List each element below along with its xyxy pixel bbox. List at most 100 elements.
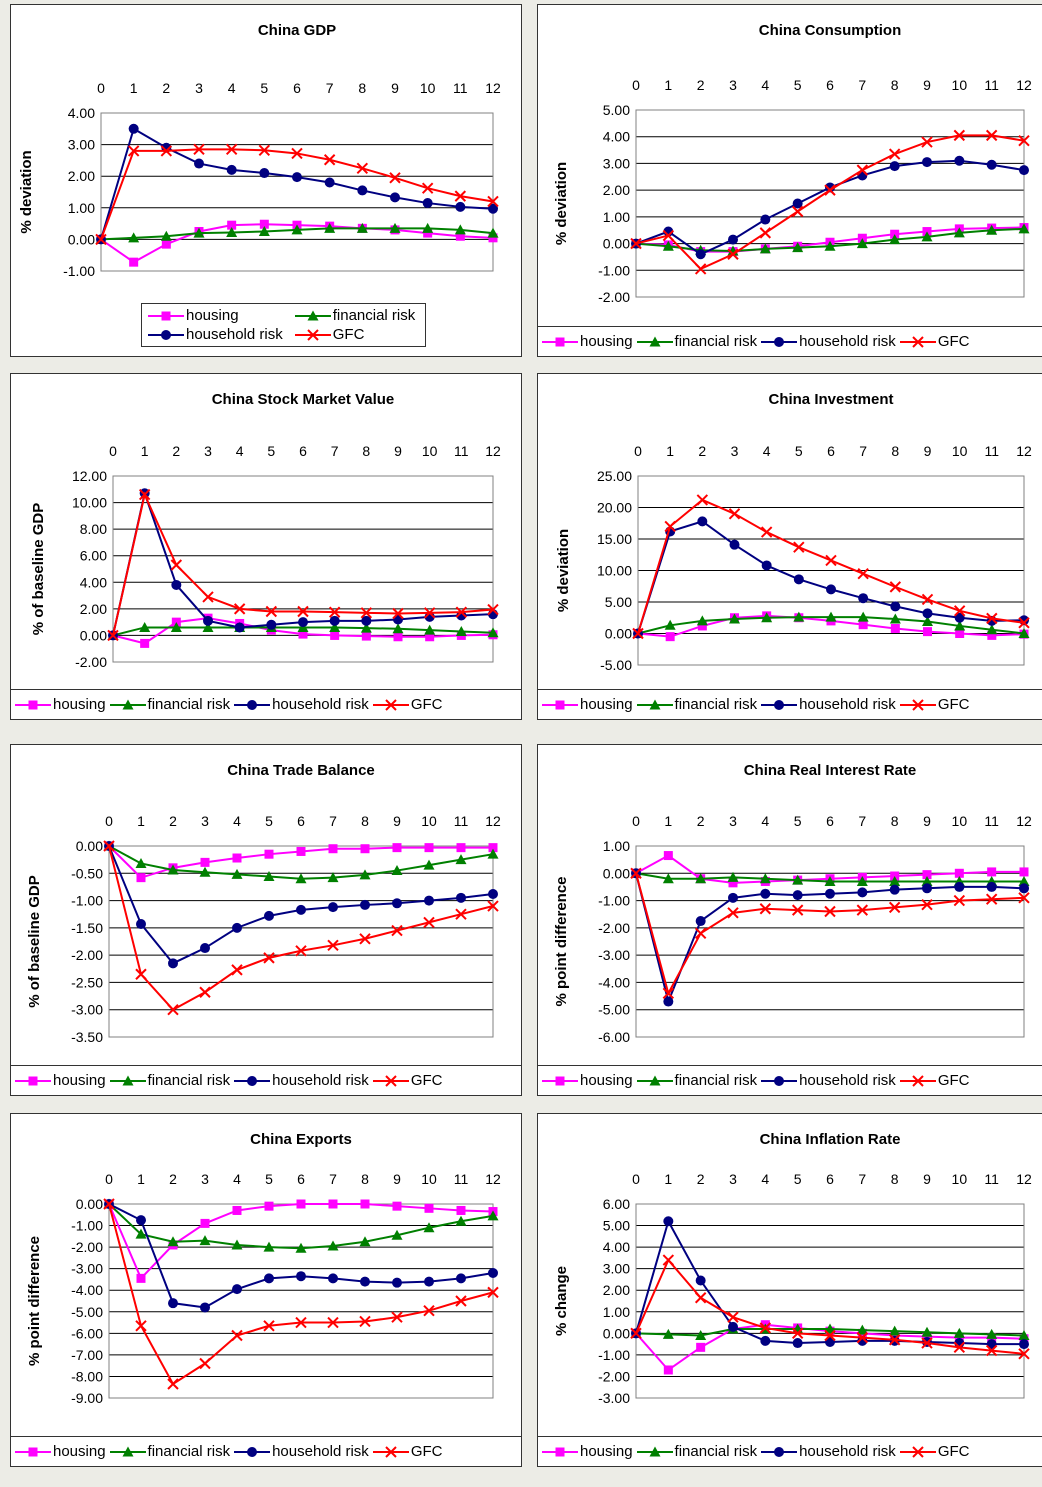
y-tick-label: 0.00 [603, 236, 630, 252]
y-tick-label: 25.00 [597, 468, 632, 484]
data-point [227, 220, 237, 230]
data-point [985, 893, 998, 905]
data-point [200, 943, 210, 954]
x-tick-label: 11 [985, 443, 1000, 459]
data-point [954, 612, 965, 623]
y-tick-label: -2.00 [598, 1368, 630, 1384]
data-point [138, 488, 151, 501]
y-tick-label: 0.00 [76, 1196, 103, 1212]
chart-legend: housing financial risk household risk GFC [538, 326, 1042, 356]
y-tick-label: 5.00 [605, 594, 632, 610]
data-point [328, 844, 338, 854]
legend-item: financial risk [109, 1443, 230, 1460]
legend-item: GFC [372, 1443, 442, 1460]
data-point [922, 616, 933, 627]
x-tick-label: 2 [698, 443, 706, 459]
chart-panel: China Stock Market Value 12.00 10.00 8.00 6.… [10, 373, 522, 720]
data-point [1018, 628, 1030, 638]
data-point [360, 899, 370, 910]
y-tick-label: 5.00 [603, 1218, 630, 1234]
x-tick-label: 3 [731, 443, 739, 459]
data-point [1018, 875, 1030, 886]
legend-marker-square [555, 337, 565, 346]
data-point [298, 629, 308, 639]
data-point [423, 607, 436, 619]
legend-label: household risk [186, 326, 283, 343]
x-tick-label: 0 [105, 1171, 113, 1187]
data-point [324, 222, 336, 233]
legend-item: household risk [761, 1443, 896, 1460]
data-point [856, 1324, 868, 1335]
data-point [662, 987, 675, 1000]
data-point [761, 560, 772, 571]
x-tick-label: 6 [826, 77, 834, 93]
x-tick-label: 0 [105, 813, 113, 829]
data-point [858, 593, 869, 604]
data-point [167, 1378, 179, 1390]
data-point [729, 539, 740, 550]
data-point [889, 884, 900, 895]
data-point [392, 1277, 402, 1288]
data-point [856, 238, 868, 249]
legend-label: housing [53, 1072, 106, 1089]
data-point [954, 881, 965, 892]
data-point [921, 231, 933, 242]
series-housing [104, 1199, 498, 1283]
data-point [488, 203, 498, 214]
data-point [696, 615, 708, 626]
y-tick-label: 2.00 [68, 168, 95, 184]
legend-item: housing [15, 1443, 106, 1460]
data-point [327, 939, 339, 952]
data-point [695, 916, 706, 927]
x-tick-label: 2 [697, 813, 705, 829]
data-point [360, 1199, 370, 1209]
legend-marker-triangle [649, 699, 661, 709]
y-tick-label: -3.50 [71, 1029, 103, 1045]
y-tick-label: -6.00 [71, 1325, 103, 1341]
x-tick-label: 11 [454, 813, 469, 829]
legend-label: housing [580, 1443, 633, 1460]
data-point [662, 1328, 674, 1339]
x-tick-label: 0 [97, 80, 105, 96]
data-point [985, 1344, 998, 1357]
data-point [856, 164, 869, 176]
x-tick-label: 2 [162, 80, 170, 96]
data-point [234, 622, 245, 633]
data-point [423, 1304, 435, 1317]
data-point [665, 632, 675, 642]
data-point [200, 1302, 210, 1313]
x-tick-label: 3 [204, 443, 212, 459]
data-point [423, 859, 435, 870]
data-point [455, 1215, 467, 1226]
data-point [889, 1325, 901, 1336]
plot-area [112, 475, 494, 663]
data-point [488, 233, 498, 243]
data-point [359, 869, 371, 880]
data-point [264, 1201, 274, 1211]
y-tick-label: -4.00 [71, 1282, 103, 1298]
legend-swatch-0 [148, 311, 184, 320]
data-point [232, 1284, 242, 1295]
series-financial-risk [103, 1198, 499, 1253]
data-point [922, 883, 932, 894]
legend-label: household risk [799, 1072, 896, 1089]
y-tick-label: -2.00 [75, 654, 107, 670]
data-point [360, 622, 372, 633]
x-tick-label: 5 [795, 443, 803, 459]
chart-title: China Trade Balance [227, 762, 375, 779]
data-point [921, 898, 933, 911]
data-point [359, 1315, 371, 1328]
x-tick-label: 12 [485, 80, 501, 96]
legend-marker-square [555, 1076, 565, 1085]
legend-swatch-2 [761, 336, 798, 347]
chart-title: China GDP [258, 22, 336, 39]
x-tick-label: 8 [891, 443, 899, 459]
data-point [487, 603, 499, 616]
data-point [170, 559, 183, 571]
y-tick-label: 4.00 [603, 1239, 630, 1255]
legend-item: household risk [234, 696, 369, 713]
data-point [328, 902, 338, 913]
x-tick-label: 6 [826, 1171, 834, 1187]
legend-swatch-3 [899, 698, 936, 711]
line-chart: China Exports 0.00 -1.00 -2.00 -3.00 -4.00 -5.… [26, 1131, 501, 1406]
